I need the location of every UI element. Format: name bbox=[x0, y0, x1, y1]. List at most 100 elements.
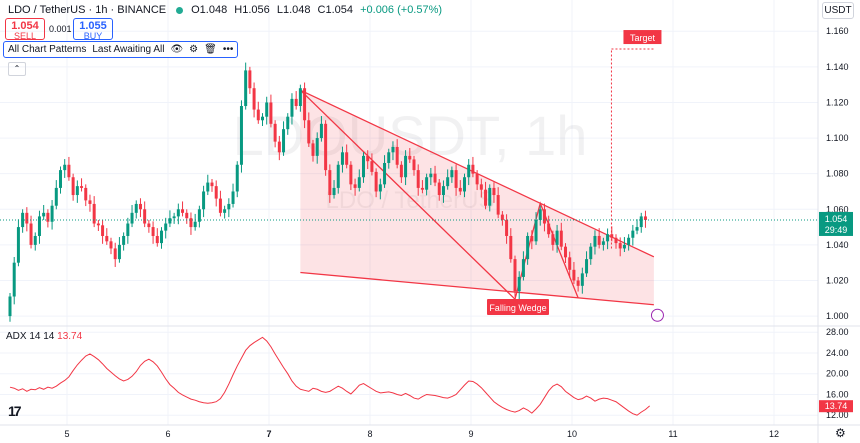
price-tick: 1.160 bbox=[826, 26, 849, 36]
candle-body bbox=[223, 209, 227, 213]
adx-tick: 28.00 bbox=[826, 327, 849, 337]
candle-body bbox=[197, 209, 201, 222]
candle-body bbox=[319, 123, 323, 139]
settings-icon[interactable]: ⚙ bbox=[189, 44, 199, 55]
candle-body bbox=[463, 177, 466, 192]
candle-body bbox=[71, 177, 75, 196]
currency-selector[interactable]: USDT bbox=[822, 2, 854, 19]
adx-tick: 12.00 bbox=[826, 410, 849, 420]
candle-body bbox=[635, 227, 639, 231]
sell-button[interactable]: 1.054 SELL bbox=[5, 18, 45, 41]
candle-body bbox=[610, 234, 614, 238]
buy-price: 1.055 bbox=[79, 20, 107, 32]
candle-body bbox=[277, 141, 281, 153]
falling-wedge-pattern[interactable]: Falling Wedge Target bbox=[299, 30, 664, 322]
candle-body bbox=[353, 184, 357, 188]
candle-body bbox=[84, 187, 88, 201]
candle-body bbox=[67, 164, 71, 178]
delete-icon[interactable]: 🗑 bbox=[204, 44, 217, 55]
candle-body bbox=[492, 187, 496, 196]
pattern-label: Falling Wedge bbox=[489, 303, 546, 313]
candle-body bbox=[488, 187, 492, 206]
tradingview-logo-icon[interactable]: 17 bbox=[8, 403, 22, 419]
candle-body bbox=[21, 212, 25, 228]
candle-body bbox=[181, 209, 185, 213]
adx-value-label: 13.74 bbox=[825, 401, 848, 411]
eye-icon[interactable]: 👁 bbox=[170, 44, 184, 55]
candle-body bbox=[231, 191, 235, 204]
candle-body bbox=[248, 70, 252, 89]
candle-body bbox=[117, 244, 121, 260]
candle-body bbox=[505, 219, 509, 236]
adx-tick: 24.00 bbox=[826, 348, 849, 358]
candle-body bbox=[618, 243, 622, 249]
candle-body bbox=[294, 98, 298, 107]
candle-body bbox=[597, 235, 601, 245]
low-value: L1.048 bbox=[276, 4, 311, 16]
chevron-up-icon[interactable]: ⌃ bbox=[8, 62, 26, 76]
candle-body bbox=[138, 203, 142, 210]
candle-body bbox=[362, 155, 365, 178]
candle-body bbox=[286, 116, 290, 130]
candle-body bbox=[189, 218, 193, 228]
candle-body bbox=[256, 109, 260, 121]
candle-body bbox=[425, 177, 429, 190]
candle-body bbox=[585, 259, 589, 274]
time-tick: 10 bbox=[567, 429, 577, 439]
gear-icon[interactable]: ⚙ bbox=[835, 426, 846, 440]
candle-body bbox=[534, 219, 538, 242]
adx-pane bbox=[9, 336, 650, 416]
candle-body bbox=[185, 212, 189, 219]
candle-body bbox=[307, 120, 311, 144]
candle-body bbox=[261, 116, 264, 121]
buy-label: BUY bbox=[83, 31, 103, 41]
price-tick: 1.020 bbox=[826, 275, 849, 285]
more-icon[interactable]: ••• bbox=[222, 44, 234, 55]
symbol-title[interactable]: LDO / TetherUS · 1h · BINANCE bbox=[8, 4, 167, 16]
adx-params: 14 14 bbox=[29, 331, 55, 342]
candle-body bbox=[235, 164, 239, 192]
sell-price: 1.054 bbox=[11, 20, 39, 32]
candle-body bbox=[513, 259, 517, 292]
candle-body bbox=[147, 223, 151, 228]
candle-body bbox=[130, 212, 134, 224]
candle-body bbox=[244, 70, 248, 107]
adx-legend[interactable]: ADX 14 14 13.74 bbox=[6, 331, 82, 342]
candle-body bbox=[450, 170, 454, 178]
candle-body bbox=[54, 187, 58, 206]
candle-body bbox=[593, 235, 597, 247]
candle-body bbox=[328, 170, 332, 196]
candle-body bbox=[496, 195, 500, 215]
candle-body bbox=[378, 184, 382, 192]
candle-body bbox=[46, 212, 50, 222]
adx-title: ADX bbox=[6, 331, 27, 342]
candle-body bbox=[122, 235, 126, 245]
candle-body bbox=[227, 203, 231, 210]
candle-body bbox=[627, 237, 631, 245]
time-tick: 6 bbox=[165, 429, 170, 439]
candle-body bbox=[252, 88, 256, 110]
candle-body bbox=[551, 234, 555, 245]
candle-body bbox=[345, 152, 349, 165]
candle-body bbox=[564, 246, 567, 258]
buy-button[interactable]: 1.055 BUY bbox=[73, 18, 113, 41]
candle-body bbox=[639, 216, 643, 228]
market-status-dot bbox=[176, 6, 184, 14]
candle-body bbox=[437, 182, 441, 196]
candle-body bbox=[298, 88, 302, 107]
watermark-sub: LDO / TetherUS bbox=[326, 187, 495, 214]
candle-body bbox=[109, 241, 113, 249]
candle-body bbox=[589, 246, 593, 260]
candle-body bbox=[290, 98, 294, 117]
candle-body bbox=[576, 280, 580, 286]
candle-body bbox=[471, 164, 475, 174]
price-tick: 1.040 bbox=[826, 240, 849, 250]
candle-body bbox=[324, 123, 328, 171]
time-tick: 11 bbox=[668, 429, 677, 439]
pattern-indicator-legend[interactable]: All Chart Patterns Last Awaiting All 👁 ⚙… bbox=[3, 41, 239, 58]
candle-body bbox=[25, 212, 29, 224]
candle-body bbox=[105, 235, 109, 242]
